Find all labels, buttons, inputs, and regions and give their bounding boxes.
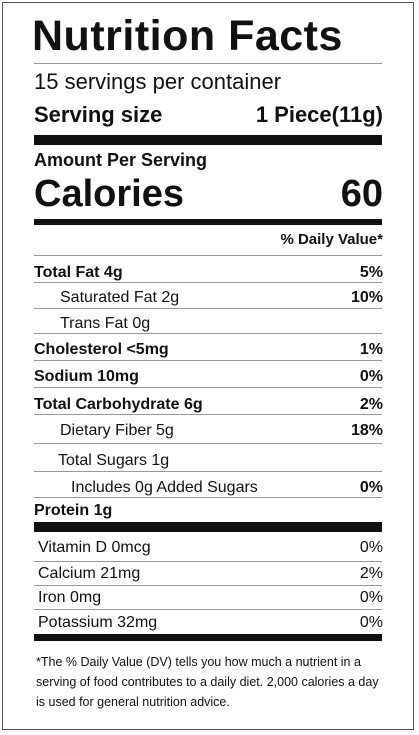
nutrient-dietary-fiber-5g: Dietary Fiber 5g — [60, 422, 174, 439]
row-divider — [34, 561, 382, 562]
nutrient-total-carbohydrate-6g: Total Carbohydrate 6g — [34, 396, 203, 413]
row-divider — [34, 471, 382, 472]
row-divider — [34, 282, 382, 283]
thick-divider — [34, 135, 382, 145]
serving-size-value: 1 Piece(11g) — [255, 102, 383, 127]
vitamin-dv: 0% — [359, 539, 383, 556]
row-divider — [34, 414, 382, 415]
nutrient-saturated-fat-2g: Saturated Fat 2g — [60, 289, 180, 306]
vitamin-dv: 2% — [359, 565, 383, 582]
row-divider — [34, 609, 382, 610]
servings-per-container: 15 servings per container — [34, 69, 282, 94]
nutrient-trans-fat-0g: Trans Fat 0g — [60, 315, 151, 332]
daily-value-header: % Daily Value* — [280, 231, 383, 248]
footnote-divider — [34, 634, 382, 641]
footnote: *The % Daily Value (DV) tells you how mu… — [36, 655, 379, 709]
nutrient-total-sugars-1g: Total Sugars 1g — [58, 452, 170, 469]
row-divider — [34, 255, 382, 256]
medium-divider — [34, 219, 382, 225]
nutrient-total-fat-4g: Total Fat 4g — [34, 264, 123, 281]
nutrition-facts-label — [2, 2, 414, 730]
row-divider — [34, 308, 382, 309]
amount-per-serving: Amount Per Serving — [34, 150, 208, 170]
nutrient-includes-0g-added-sugars: Includes 0g Added Sugars — [71, 479, 258, 496]
vitamin-iron-0mg: Iron 0mg — [38, 589, 102, 606]
serving-size-label: Serving size — [34, 102, 163, 127]
nutrient-dv: 10% — [350, 289, 383, 306]
nutrient-dv: 18% — [350, 422, 383, 439]
nutrient-dv: 0% — [359, 368, 383, 385]
divider — [34, 63, 382, 64]
row-divider — [34, 387, 382, 388]
row-divider — [34, 497, 382, 498]
calories-label: Calories — [34, 173, 184, 215]
nutrient-dv: 5% — [359, 264, 383, 281]
row-divider — [34, 360, 382, 361]
nutrient-protein-1g: Protein 1g — [34, 502, 113, 519]
nutrient-dv: 1% — [359, 341, 383, 358]
vitamin-potassium-32mg: Potassium 32mg — [38, 614, 158, 631]
nutrient-dv: 2% — [359, 396, 383, 413]
vitamin-vitamin-d-0mcg: Vitamin D 0mcg — [38, 539, 151, 556]
row-divider — [34, 443, 382, 444]
vitamin-dv: 0% — [359, 589, 383, 606]
nutrient-cholesterol-5mg: Cholesterol <5mg — [34, 341, 169, 358]
vitamin-calcium-21mg: Calcium 21mg — [38, 565, 141, 582]
nutrient-dv: 0% — [359, 479, 383, 496]
label-title: Nutrition Facts — [32, 12, 343, 60]
thick-divider — [34, 522, 382, 532]
nutrient-sodium-10mg: Sodium 10mg — [34, 368, 139, 385]
row-divider — [34, 585, 382, 586]
row-divider — [34, 333, 382, 334]
vitamin-dv: 0% — [359, 614, 383, 631]
calories-value: 60 — [340, 173, 383, 215]
